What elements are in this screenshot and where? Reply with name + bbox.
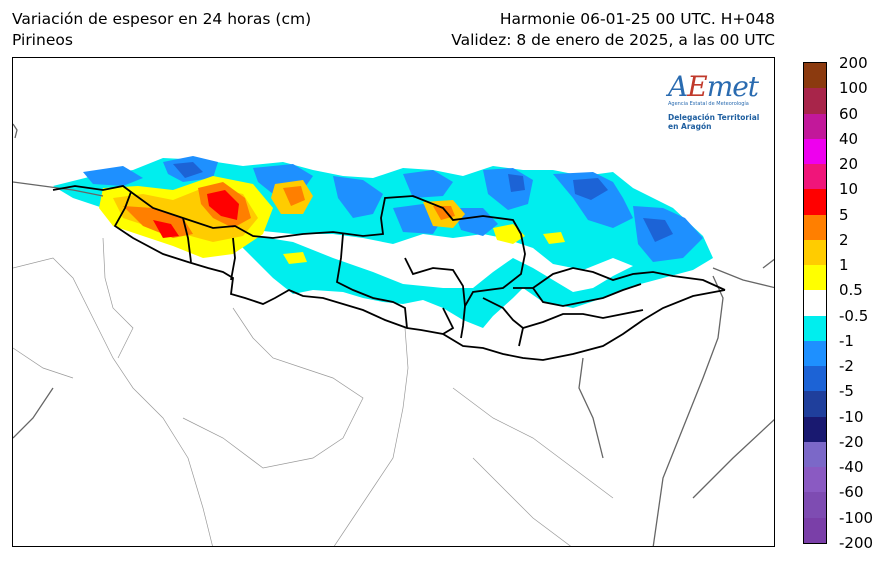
colorbar-segment xyxy=(804,88,826,114)
colorbar-segment xyxy=(804,492,826,519)
colorbar-tick-label: -100 xyxy=(839,508,874,527)
colorbar-tick-label: -60 xyxy=(839,483,864,502)
colorbar-segment xyxy=(804,416,826,443)
colorbar-segment xyxy=(804,239,826,266)
colorbar-segment xyxy=(804,265,826,291)
colorbar-tick-label: -2 xyxy=(839,357,854,376)
colorbar-tick-label: 0.5 xyxy=(839,281,863,300)
colorbar-tick-label: -5 xyxy=(839,382,854,401)
colorbar xyxy=(803,62,827,544)
zone-boundaries xyxy=(52,185,726,361)
colorbar-segment xyxy=(804,366,826,392)
model-run: Harmonie 06-01-25 00 UTC. H+048 xyxy=(499,10,775,28)
colorbar-segment xyxy=(804,340,826,367)
colorbar-segment xyxy=(804,517,826,544)
region-name: Pirineos xyxy=(12,31,73,49)
colorbar-tick-label: 2 xyxy=(839,230,849,249)
colorbar-tick-label: 10 xyxy=(839,180,859,199)
map-title: Variación de espesor en 24 horas (cm) xyxy=(12,10,312,28)
colorbar-segment xyxy=(804,315,826,342)
colorbar-tick-label: 100 xyxy=(839,79,868,98)
country-borders xyxy=(13,123,774,546)
colorbar-segment xyxy=(804,391,826,418)
delegation-line-2: en Aragón xyxy=(668,122,712,131)
colorbar-tick-label: -10 xyxy=(839,407,864,426)
colorbar-segment xyxy=(804,290,826,317)
colorbar-segment xyxy=(804,138,826,165)
aemet-logo-wordmark: AEmet xyxy=(668,70,759,103)
aemet-logo: AEmet Agencia Estatal de Meteorología De… xyxy=(668,70,768,140)
colorbar-tick-label: 200 xyxy=(839,54,868,72)
colorbar-tick-label: 40 xyxy=(839,129,859,148)
field-decrease-high xyxy=(173,162,673,242)
field-neutral xyxy=(203,230,633,292)
colorbar-tick-label: -40 xyxy=(839,458,864,477)
colorbar-tick-label: -20 xyxy=(839,432,864,451)
delegation-line-1: Delegación Territorial xyxy=(668,113,760,122)
map-canvas xyxy=(13,123,774,546)
colorbar-segment xyxy=(804,63,826,89)
validity-time: Validez: 8 de enero de 2025, a las 00 UT… xyxy=(451,31,775,49)
colorbar-segment xyxy=(804,467,826,493)
colorbar-tick-label: 1 xyxy=(839,256,849,275)
colorbar-segment xyxy=(804,113,826,140)
colorbar-tick-label: -0.5 xyxy=(839,306,869,325)
colorbar-segment xyxy=(804,214,826,241)
colorbar-tick-label: 20 xyxy=(839,155,859,174)
colorbar-segment xyxy=(804,189,826,216)
province-borders xyxy=(13,237,614,546)
colorbar-tick-label: 60 xyxy=(839,104,859,123)
colorbar-tick-label: -200 xyxy=(839,534,874,552)
colorbar-segment xyxy=(804,441,826,468)
colorbar-tick-label: 5 xyxy=(839,205,849,224)
agency-name: Agencia Estatal de Meteorología xyxy=(668,101,749,107)
snow-depth-change-map: AEmet Agencia Estatal de Meteorología De… xyxy=(12,57,775,547)
colorbar-tick-label: -1 xyxy=(839,331,854,350)
colorbar-segment xyxy=(804,164,826,190)
